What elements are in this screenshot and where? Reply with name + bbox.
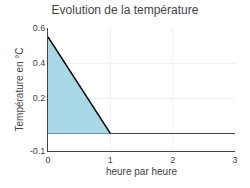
svg-text:0.4: 0.4 bbox=[33, 58, 46, 68]
svg-text:0.6: 0.6 bbox=[33, 23, 46, 33]
svg-text:0: 0 bbox=[45, 155, 50, 165]
svg-text:Evolution de la température: Evolution de la température bbox=[52, 3, 199, 17]
svg-text:1: 1 bbox=[108, 155, 113, 165]
svg-text:2: 2 bbox=[170, 155, 175, 165]
svg-text:3: 3 bbox=[232, 155, 237, 165]
svg-text:0.2: 0.2 bbox=[33, 93, 46, 103]
svg-text:heure par heure: heure par heure bbox=[106, 166, 178, 177]
svg-text:Température en °C: Température en °C bbox=[14, 47, 25, 131]
svg-text:-0.1: -0.1 bbox=[30, 146, 46, 156]
